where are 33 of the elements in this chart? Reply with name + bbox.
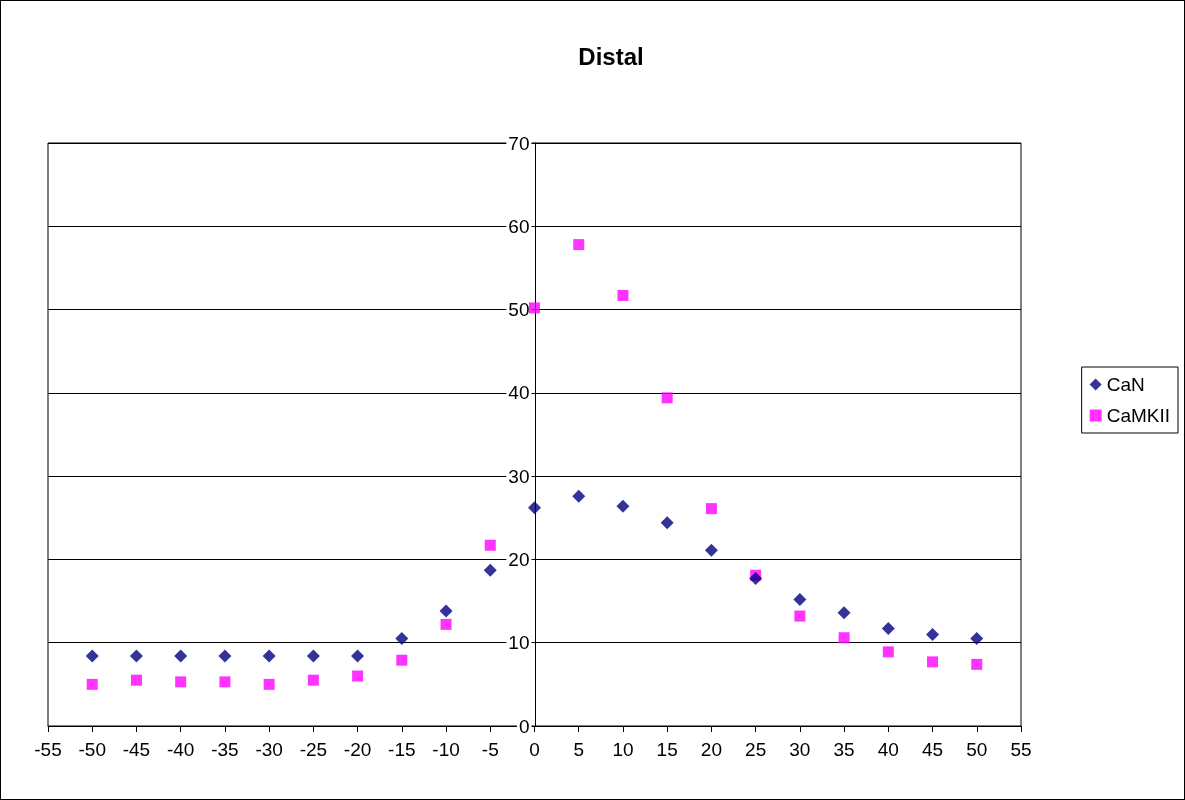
y-tick-label: 60	[508, 215, 530, 237]
y-tick-label: 20	[508, 548, 530, 570]
x-tick-label: -5	[481, 739, 499, 760]
legend-label: CaMKII	[1106, 405, 1171, 426]
x-tick-label: 30	[789, 739, 811, 760]
y-tick-label: 50	[508, 299, 530, 321]
y-tick-label: 0	[518, 715, 530, 737]
x-tick-label: -50	[78, 739, 106, 760]
x-tick-label: 55	[1010, 739, 1032, 760]
x-tick-label: 45	[921, 739, 944, 760]
legend-label: CaN	[1106, 374, 1145, 395]
y-tick-label: 70	[508, 132, 530, 154]
x-tick-label: 50	[966, 739, 988, 760]
x-tick-label: 20	[700, 739, 722, 760]
x-tick-label: -15	[388, 739, 416, 760]
x-tick-label: -40	[166, 739, 195, 760]
x-tick-label: 5	[573, 739, 585, 760]
x-tick-label: -30	[255, 739, 283, 760]
x-tick-label: 35	[833, 739, 855, 760]
x-tick-label: -10	[432, 739, 460, 760]
x-tick-label: 10	[612, 739, 634, 760]
x-tick-label: -20	[343, 739, 372, 760]
x-tick-label: 15	[656, 739, 678, 760]
y-tick-label: 10	[508, 632, 530, 654]
chart-title: Distal	[578, 42, 644, 70]
x-tick-label: 25	[745, 739, 767, 760]
x-tick-label: -55	[34, 739, 62, 760]
x-tick-label: 40	[877, 739, 899, 760]
y-tick-label: 30	[508, 465, 530, 487]
y-tick-label: 40	[508, 382, 530, 404]
x-tick-label: -35	[211, 739, 239, 760]
x-tick-label: -45	[122, 739, 151, 760]
x-tick-label: -25	[299, 739, 328, 760]
